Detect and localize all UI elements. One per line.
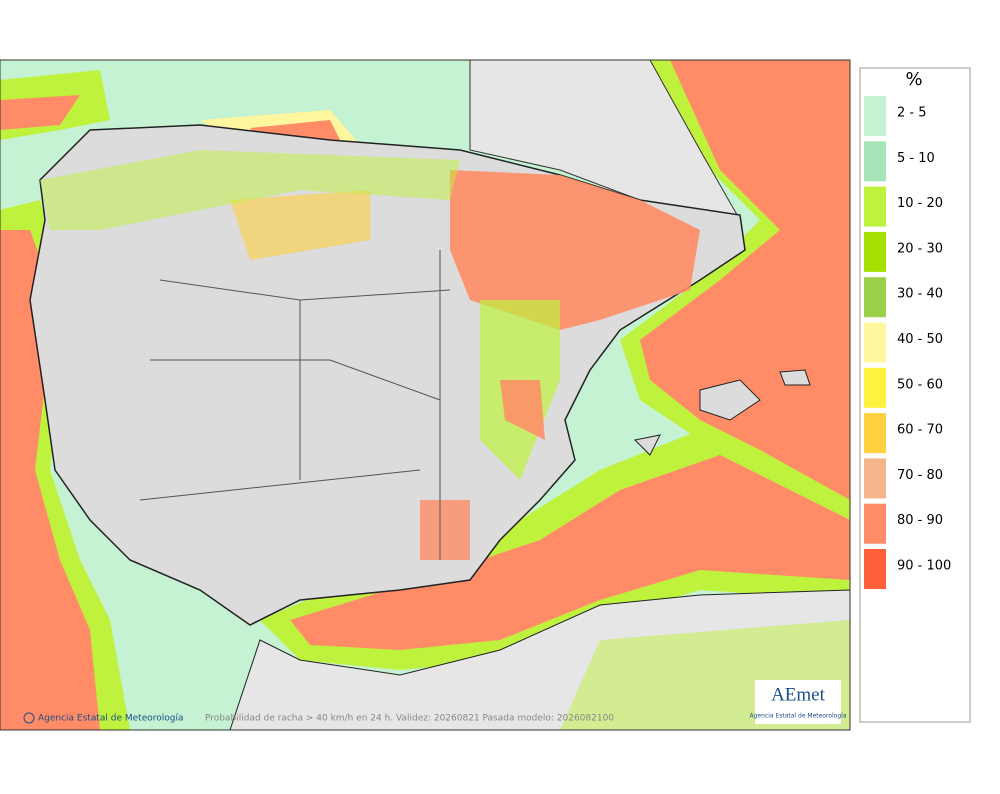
legend-swatch [864,458,886,499]
map [0,60,850,730]
legend-label: 80 - 90 [897,513,943,528]
legend-swatch [864,186,886,227]
caption: Probabilidad de racha > 40 km/h en 24 h.… [205,714,614,724]
legend-label: 90 - 100 [897,559,951,574]
legend-label: 5 - 10 [897,151,935,166]
legend-label: 20 - 30 [897,241,943,256]
legend-label: 50 - 60 [897,377,943,392]
legend-swatch [864,322,886,363]
logo-subtitle: Agencia Estatal de Meteorología [750,713,847,720]
legend-swatch [864,367,886,408]
legend: % 2 - 5 5 - 10 10 - 20 20 - 30 30 - 40 40 - 5… [859,67,971,723]
legend-title: % [905,69,922,90]
legend-label: 2 - 5 [897,106,927,121]
map-frame [0,59,851,731]
legend-swatch [864,503,886,544]
legend-swatch [864,96,886,136]
legend-label: 60 - 70 [897,423,943,438]
logo: AEmet Agencia Estatal de Meteorología [750,680,847,724]
legend-label: 30 - 40 [897,287,943,302]
legend-swatch [864,277,886,318]
copyright-icon [23,712,35,724]
legend-swatch [864,231,886,272]
logo-name: AEmet [771,684,826,705]
credit: Agencia Estatal de Meteorología [38,714,184,724]
legend-label: 10 - 20 [897,196,943,211]
legend-swatch [864,413,886,454]
legend-label: 70 - 80 [897,468,943,483]
legend-swatch [864,549,886,589]
legend-swatch [864,141,886,182]
legend-label: 40 - 50 [897,332,943,347]
